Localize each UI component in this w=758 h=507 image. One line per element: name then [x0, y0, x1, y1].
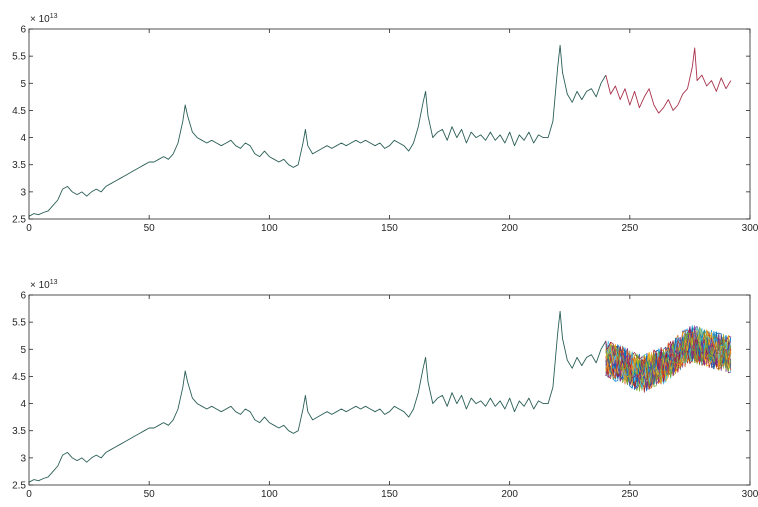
- x-tick-label: 300: [742, 223, 758, 234]
- axes-bottom: × 1013 0 50 100 150 200 250 300 2.5 3 3.5 4 4.5 5 5.…: [12, 279, 758, 500]
- y-tick-label: 5.5: [12, 52, 26, 63]
- x-tick-label: 200: [501, 223, 518, 234]
- axes-top: × 1013 0 50 100 150 200 250 300 2.5 3 3.5 4 4.5 5 5.…: [12, 13, 758, 234]
- x-tick-label: 200: [501, 489, 518, 500]
- x-tick-label: 300: [742, 489, 758, 500]
- y-tick-label: 6: [20, 291, 26, 302]
- y-tick-label: 4: [20, 399, 26, 410]
- y-tick-label: 5: [20, 345, 26, 356]
- y-tick-label: 5: [20, 79, 26, 90]
- x-tick-label: 250: [621, 223, 638, 234]
- x-tick-label: 100: [261, 223, 278, 234]
- x-tick-label: 150: [381, 489, 398, 500]
- x-tick-label: 150: [381, 223, 398, 234]
- y-tick-label: 5.5: [12, 318, 26, 329]
- x-tick-label: 250: [621, 489, 638, 500]
- y-tick-label: 4: [20, 133, 26, 144]
- y-tick-label: 3: [20, 453, 26, 464]
- y-tick-label: 3.5: [12, 426, 26, 437]
- y-tick-label: 6: [20, 25, 26, 36]
- y-tick-label: 2.5: [12, 215, 26, 226]
- x-tick-label: 0: [26, 489, 32, 500]
- y-exponent-label-top: × 1013: [30, 13, 58, 25]
- y-tick-label: 2.5: [12, 481, 26, 492]
- x-tick-label: 50: [144, 489, 156, 500]
- x-tick-label: 100: [261, 489, 278, 500]
- plot-area-top: [29, 29, 750, 219]
- y-tick-label: 4.5: [12, 106, 26, 117]
- y-exponent-label-bottom: × 1013: [30, 279, 58, 291]
- x-tick-label: 50: [144, 223, 156, 234]
- y-tick-label: 3.5: [12, 160, 26, 171]
- x-tick-label: 0: [26, 223, 32, 234]
- y-tick-label: 3: [20, 187, 26, 198]
- y-tick-label: 4.5: [12, 372, 26, 383]
